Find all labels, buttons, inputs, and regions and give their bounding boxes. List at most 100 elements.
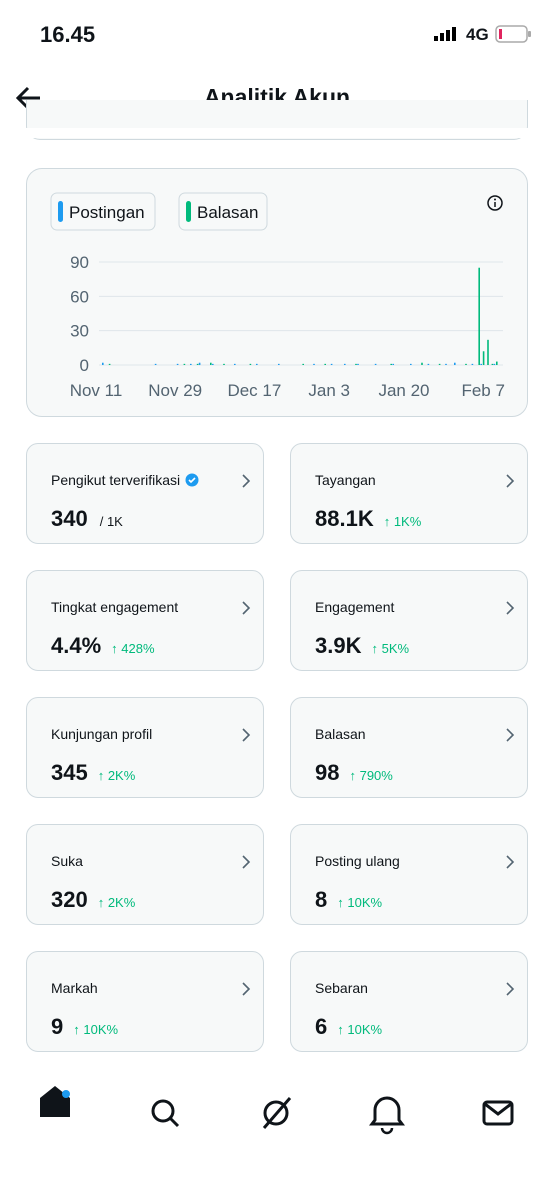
metric-card[interactable]: Pengikut terverifikasi 340 / 1K bbox=[26, 443, 264, 544]
metric-value-row: 9 ↑ 10K% bbox=[51, 1014, 118, 1040]
metric-label: Suka bbox=[51, 853, 83, 869]
metric-value-row: 345 ↑ 2K% bbox=[51, 760, 135, 786]
legend-item[interactable]: Balasan bbox=[178, 192, 268, 231]
metric-value: 345 bbox=[51, 760, 88, 785]
x-tick-label: Jan 20 bbox=[378, 381, 429, 400]
battery-icon bbox=[495, 25, 531, 43]
bar bbox=[374, 363, 377, 365]
bar bbox=[357, 363, 359, 365]
metric-card[interactable]: Tayangan 88.1K ↑ 1K% bbox=[290, 443, 528, 544]
legend-swatch bbox=[186, 201, 191, 222]
bar bbox=[355, 363, 357, 365]
chevron bbox=[242, 601, 251, 615]
bar bbox=[454, 362, 456, 365]
chevron bbox=[506, 855, 515, 869]
metric-change: ↑ 428% bbox=[111, 641, 155, 656]
legend-box bbox=[50, 192, 156, 231]
home-icon[interactable] bbox=[40, 1086, 70, 1117]
verified-badge bbox=[185, 473, 199, 487]
info-circle bbox=[487, 195, 503, 211]
notifications-icon[interactable] bbox=[369, 1096, 405, 1135]
metric-label: Tayangan bbox=[315, 472, 376, 488]
metric-change: ↑ 2K% bbox=[97, 768, 136, 783]
chevron bbox=[242, 474, 251, 488]
search-icon[interactable] bbox=[151, 1099, 180, 1128]
bar bbox=[102, 362, 104, 365]
chart-card: Postingan Balasan 0 30 60 90 Nov 11 Nov 29 Dec 1… bbox=[26, 168, 528, 417]
metric-label: Tingkat engagement bbox=[51, 599, 179, 615]
bar bbox=[482, 351, 485, 365]
metric-card[interactable]: Posting ulang 8 ↑ 10K% bbox=[290, 824, 528, 925]
network-label: 4G bbox=[466, 25, 489, 44]
bar bbox=[234, 363, 236, 365]
metric-suffix: / 1K bbox=[99, 514, 123, 529]
info-icon bbox=[487, 195, 503, 211]
chevron bbox=[242, 855, 251, 869]
bar bbox=[324, 363, 326, 365]
x-tick-label: Jan 3 bbox=[308, 381, 350, 400]
bar bbox=[390, 363, 392, 365]
metric-label: Engagement bbox=[315, 599, 395, 615]
metric-value: 9 bbox=[51, 1014, 64, 1039]
messages-icon[interactable] bbox=[482, 1100, 514, 1126]
metric-change: ↑ 2K% bbox=[97, 895, 136, 910]
bar bbox=[493, 363, 496, 365]
metric-label: Balasan bbox=[315, 726, 366, 742]
back-button[interactable] bbox=[14, 84, 44, 112]
metric-label: Pengikut terverifikasi bbox=[51, 472, 199, 488]
bar bbox=[198, 362, 201, 365]
bar bbox=[210, 362, 212, 365]
metric-card[interactable]: Markah 9 ↑ 10K% bbox=[26, 951, 264, 1052]
bar bbox=[330, 363, 333, 365]
bar bbox=[410, 363, 412, 365]
metric-label: Sebaran bbox=[315, 980, 368, 996]
chevron bbox=[506, 982, 515, 996]
y-tick-label: 0 bbox=[80, 356, 89, 375]
bar bbox=[154, 363, 157, 365]
bar bbox=[344, 363, 346, 365]
metric-label: Posting ulang bbox=[315, 853, 400, 869]
chevron bbox=[506, 474, 515, 488]
bar bbox=[313, 363, 315, 365]
bar bbox=[487, 339, 489, 365]
bar bbox=[190, 363, 192, 365]
metric-card[interactable]: Engagement 3.9K ↑ 5K% bbox=[290, 570, 528, 671]
bar bbox=[183, 363, 186, 365]
metric-change: ↑ 10K% bbox=[337, 1022, 383, 1037]
metric-change: ↑ 5K% bbox=[371, 641, 410, 656]
bar bbox=[427, 363, 430, 365]
legend-label: Balasan bbox=[197, 203, 258, 222]
metric-value-row: 6 ↑ 10K% bbox=[315, 1014, 382, 1040]
metric-card[interactable]: Balasan 98 ↑ 790% bbox=[290, 697, 528, 798]
header-edge bbox=[0, 128, 554, 138]
y-tick-label: 90 bbox=[70, 253, 89, 272]
metric-value: 3.9K bbox=[315, 633, 362, 658]
metric-value-row: 8 ↑ 10K% bbox=[315, 887, 382, 913]
bar bbox=[392, 363, 394, 365]
chevron bbox=[242, 728, 251, 742]
signal-icon bbox=[434, 27, 456, 41]
chevron bbox=[506, 601, 515, 615]
grok-icon[interactable] bbox=[262, 1097, 292, 1129]
bar bbox=[196, 363, 199, 365]
metric-label: Kunjungan profil bbox=[51, 726, 153, 742]
legend-item[interactable]: Postingan bbox=[50, 192, 156, 231]
bar bbox=[465, 363, 467, 365]
metric-card[interactable]: Kunjungan profil 345 ↑ 2K% bbox=[26, 697, 264, 798]
x-tick-label: Nov 11 bbox=[70, 381, 123, 400]
metric-value: 98 bbox=[315, 760, 340, 785]
metric-value: 4.4% bbox=[51, 633, 102, 658]
chevron bbox=[242, 982, 251, 996]
metric-card[interactable]: Suka 320 ↑ 2K% bbox=[26, 824, 264, 925]
y-tick-label: 30 bbox=[70, 322, 89, 341]
legend-label: Postingan bbox=[69, 203, 145, 222]
bar bbox=[256, 363, 258, 365]
bar bbox=[212, 363, 214, 365]
bar bbox=[471, 363, 474, 365]
metric-card[interactable]: Sebaran 6 ↑ 10K% bbox=[290, 951, 528, 1052]
metric-card[interactable]: Tingkat engagement 4.4% ↑ 428% bbox=[26, 570, 264, 671]
metric-change: ↑ 10K% bbox=[73, 1022, 119, 1037]
metric-value-row: 98 ↑ 790% bbox=[315, 760, 393, 786]
metric-label: Markah bbox=[51, 980, 98, 996]
metric-value-row: 340 / 1K bbox=[51, 506, 123, 532]
